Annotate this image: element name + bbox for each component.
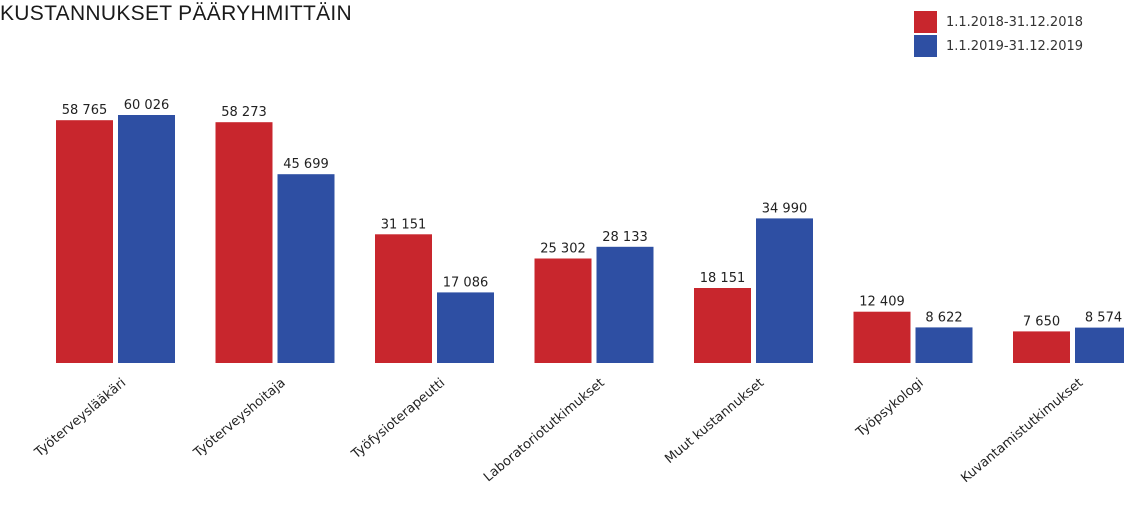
data-label-2018-3: 25 302 — [540, 242, 586, 257]
bar-2018-3 — [534, 258, 592, 363]
bar-2019-5 — [915, 327, 973, 363]
data-label-2019-1: 45 699 — [283, 157, 329, 172]
category-label-0: Työterveyslääkäri — [31, 376, 129, 461]
bar-2019-3 — [596, 246, 654, 363]
category-label-3: Laboratoriotutkimukset — [481, 376, 608, 486]
bar-2019-0 — [118, 115, 175, 363]
legend-item-2019: 1.1.2019-31.12.2019 — [914, 35, 1084, 57]
data-label-2019-2: 17 086 — [443, 275, 489, 290]
data-label-2019-6: 8 574 — [1085, 311, 1122, 326]
legend-item-2018: 1.1.2018-31.12.2018 — [914, 11, 1084, 33]
category-label-4: Muut kustannukset — [662, 376, 767, 467]
data-label-2018-0: 58 765 — [62, 103, 108, 118]
bar-2018-0 — [56, 120, 113, 363]
chart-title: KUSTANNUKSET PÄÄRYHMITTÄIN — [0, 2, 353, 25]
bar-2018-4 — [694, 288, 751, 363]
legend-swatch-2018 — [914, 11, 937, 33]
data-label-2019-0: 60 026 — [124, 98, 170, 113]
category-label-1: Työterveyshoitaja — [190, 376, 288, 462]
data-label-2018-5: 12 409 — [859, 295, 905, 310]
data-label-2018-4: 18 151 — [700, 271, 746, 286]
bar-2018-5 — [853, 311, 911, 363]
data-label-2019-4: 34 990 — [762, 201, 808, 216]
legend-swatch-2019 — [914, 35, 937, 57]
data-label-2019-3: 28 133 — [602, 230, 648, 245]
data-label-2019-5: 8 622 — [925, 310, 962, 325]
category-label-2: Työfysioterapeutti — [348, 376, 448, 463]
data-label-2018-1: 58 273 — [221, 105, 267, 120]
bar-2018-1 — [215, 122, 273, 363]
legend-label-2018: 1.1.2018-31.12.2018 — [946, 14, 1084, 30]
legend: 1.1.2018-31.12.2018 1.1.2019-31.12.2019 — [914, 11, 1084, 60]
category-label-5: Työpsykologi — [853, 376, 927, 441]
bar-2018-2 — [375, 234, 432, 363]
bar-2019-6 — [1075, 327, 1124, 363]
bar-2019-4 — [756, 218, 813, 363]
legend-label-2019: 1.1.2019-31.12.2019 — [946, 38, 1084, 54]
data-label-2018-2: 31 151 — [381, 217, 427, 232]
data-label-2018-6: 7 650 — [1023, 314, 1060, 329]
category-label-6: Kuvantamistutkimukset — [958, 376, 1086, 486]
bar-2018-6 — [1013, 331, 1070, 363]
bar-2019-1 — [277, 174, 335, 363]
bar-2019-2 — [437, 292, 494, 363]
